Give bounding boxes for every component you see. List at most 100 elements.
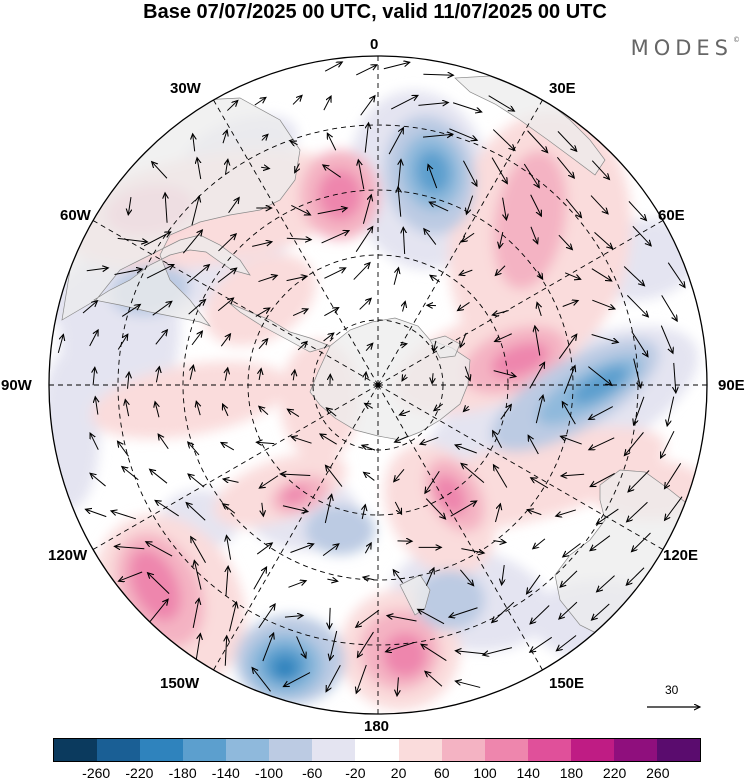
wind-arrow (325, 465, 343, 487)
wind-arrow (563, 543, 581, 557)
wind-arrow (128, 372, 130, 389)
wind-arrow (674, 362, 676, 393)
wind-arrow (191, 196, 199, 226)
wind-arrow (182, 230, 202, 254)
wind-arrow (535, 326, 541, 356)
wind-arrow (502, 565, 505, 585)
wind-arrow (591, 268, 612, 281)
wind-arrow (429, 202, 449, 212)
wind-arrow (287, 409, 300, 417)
colorbar-tick-label: 260 (646, 765, 670, 781)
wind-arrow (226, 535, 232, 560)
lon-label-30e: 30E (549, 80, 576, 97)
wind-arrow (223, 404, 229, 417)
wind-arrow (324, 62, 342, 72)
wind-arrow (626, 295, 648, 316)
wind-arrow (262, 633, 274, 662)
wind-arrow (326, 408, 337, 417)
wind-arrow (387, 616, 417, 622)
wind-arrow (111, 511, 137, 520)
wind-arrow (323, 165, 341, 178)
wind-arrow (356, 65, 377, 76)
wind-arrow (538, 270, 543, 279)
wind-arrow (527, 510, 542, 516)
wind-arrow (628, 201, 646, 220)
wind-arrow (562, 402, 576, 425)
wind-arrow (188, 474, 205, 488)
longitude-line (212, 384, 379, 672)
wind-arrow (533, 538, 546, 549)
wind-arrow (191, 537, 206, 564)
wind-arrow (591, 334, 619, 343)
colorbar-swatch (54, 739, 98, 761)
wind-arrow (428, 165, 438, 189)
wind-arrow (492, 601, 515, 622)
wind-arrow (432, 373, 433, 383)
wind-arrow (449, 607, 478, 617)
wind-arrow (464, 366, 470, 380)
wind-arrow (322, 544, 339, 557)
wind-arrow (90, 473, 106, 487)
wind-arrow (628, 470, 650, 491)
colorbar-swatch (140, 739, 184, 761)
lon-label-90e: 90E (718, 377, 745, 394)
wind-arrow (118, 441, 129, 457)
modes-logo: MODES© (631, 36, 740, 60)
wind-arrow (399, 411, 411, 415)
wind-arrow (359, 298, 371, 310)
wind-arrow (329, 607, 330, 629)
wind-arrow (393, 570, 403, 584)
wind-arrow (324, 308, 338, 317)
colorbar (53, 738, 701, 762)
wind-arrow (455, 681, 481, 688)
brand-text: MODES (630, 36, 733, 60)
wind-arrow (530, 605, 550, 623)
wind-arrow (530, 636, 553, 652)
colorbar-tick-label: -180 (168, 765, 197, 781)
wind-arrow (527, 574, 541, 594)
wind-arrow (420, 436, 439, 444)
wind-arrow (221, 442, 235, 451)
anomaly-blob (204, 254, 316, 346)
lon-label-60w: 60W (60, 207, 91, 224)
wind-arrow (252, 668, 271, 692)
wind-arrow (400, 344, 407, 345)
wind-arrow (530, 194, 542, 216)
wind-arrow (323, 96, 331, 111)
wind-arrow (288, 581, 307, 588)
wind-arrow (557, 131, 577, 151)
wind-arrow (256, 442, 275, 443)
wind-arrow (114, 546, 145, 548)
wind-arrow (226, 566, 228, 597)
wind-arrow (363, 577, 375, 580)
wind-arrow (590, 535, 611, 551)
longitude-line (377, 384, 544, 672)
wind-arrow (146, 542, 173, 557)
wind-arrow (493, 370, 516, 377)
wind-arrow (556, 635, 577, 651)
wind-arrow (357, 631, 374, 657)
lon-label-30w: 30W (170, 80, 201, 97)
wind-arrow (119, 571, 143, 581)
wind-arrow (262, 502, 264, 516)
wind-arrow (592, 299, 615, 309)
wind-arrow (503, 197, 507, 220)
wind-arrow (286, 238, 311, 239)
wind-arrow (156, 367, 159, 383)
colorbar-swatch (312, 739, 356, 761)
wind-arrow (223, 130, 227, 144)
wind-arrow (327, 579, 337, 581)
wind-arrow (85, 509, 107, 518)
wind-arrow (326, 664, 341, 691)
latitude-circle (182, 189, 574, 581)
colorbar-swatch (527, 739, 571, 761)
wind-arrow (492, 129, 515, 151)
colorbar-swatch (183, 739, 227, 761)
wind-arrow (535, 395, 543, 424)
wind-arrow (590, 195, 608, 214)
wind-arrow (530, 226, 538, 244)
wind-arrow (394, 468, 405, 481)
wind-arrow (152, 301, 172, 316)
wind-arrow (114, 269, 143, 275)
wind-arrow (317, 208, 347, 215)
